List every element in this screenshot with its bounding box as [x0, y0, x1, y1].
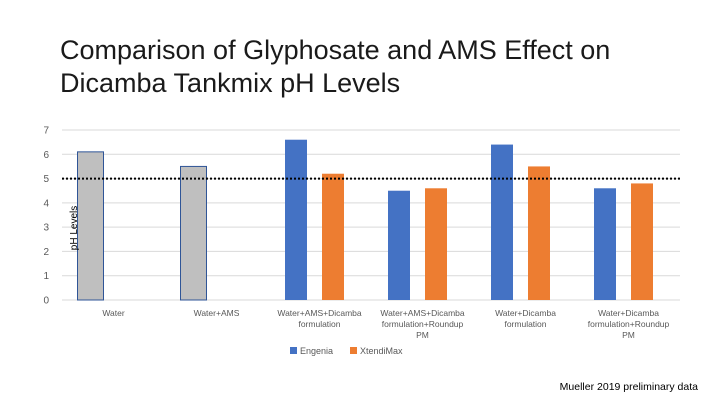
category-labels: Water Water+AMS Water+AMS+Dicamba formulati…: [102, 308, 669, 340]
category-label-line: formulation+Roundup: [382, 319, 464, 329]
bars: [77, 139, 653, 301]
bar-engenia: [285, 139, 307, 300]
category-label-line: PM: [416, 330, 429, 340]
y-axis-label: pH Levels: [69, 206, 80, 250]
category-label: Water+AMS+Dicamba formulation: [277, 308, 362, 329]
legend-label: Engenia: [300, 346, 333, 356]
category-label-line: PM: [622, 330, 635, 340]
category-label: Water+Dicamba formulation: [495, 308, 556, 329]
legend-label: XtendiMax: [360, 346, 403, 356]
category-label-line: Water: [102, 308, 125, 318]
bar-single: [77, 151, 104, 301]
category-label-line: formulation: [504, 319, 546, 329]
category-label-line: formulation: [298, 319, 340, 329]
y-tick-labels: 0 1 2 3 4 5 6 7: [43, 126, 49, 307]
category-label: Water: [102, 308, 125, 318]
y-tick-label: 3: [43, 223, 49, 234]
y-tick-label: 4: [43, 198, 49, 209]
category-label: Water+Dicamba formulation+Roundup PM: [588, 308, 670, 340]
y-tick-label: 1: [43, 271, 49, 282]
y-tick-label: 2: [43, 247, 49, 258]
bar-single: [180, 165, 207, 301]
bar-xtendimax: [425, 188, 447, 300]
legend-swatch: [350, 347, 357, 354]
category-label-line: Water+Dicamba: [598, 308, 659, 318]
y-tick-label: 6: [43, 150, 49, 161]
category-label-line: Water+AMS+Dicamba: [380, 308, 465, 318]
footnote: Mueller 2019 preliminary data: [559, 381, 698, 393]
legend: Engenia XtendiMax: [290, 346, 403, 356]
category-label-line: Water+Dicamba: [495, 308, 556, 318]
category-label: Water+AMS+Dicamba formulation+Roundup PM: [380, 308, 465, 340]
bar-engenia: [491, 144, 513, 300]
bar-xtendimax: [322, 173, 344, 300]
y-tick-label: 7: [43, 126, 49, 137]
category-label-line: Water+AMS: [194, 308, 240, 318]
category-label-line: formulation+Roundup: [588, 319, 670, 329]
bar-engenia: [594, 188, 616, 300]
y-tick-label: 0: [43, 296, 49, 307]
category-label: Water+AMS: [194, 308, 240, 318]
legend-swatch: [290, 347, 297, 354]
gridlines: [62, 129, 680, 301]
y-tick-label: 5: [43, 174, 49, 185]
chart-title: Comparison of Glyphosate and AMS Effect …: [60, 35, 611, 98]
category-label-line: Water+AMS+Dicamba: [277, 308, 362, 318]
bar-xtendimax: [528, 166, 550, 300]
bar-engenia: [388, 190, 410, 300]
bar-xtendimax: [631, 183, 653, 300]
